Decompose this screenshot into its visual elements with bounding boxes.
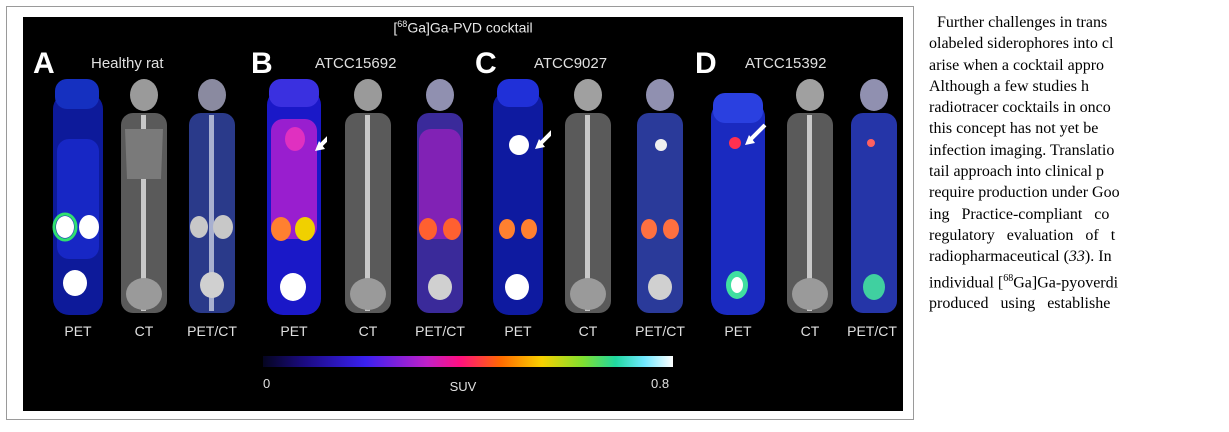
petct-scan-c (637, 79, 683, 313)
body-line-4: Although a few studies h (929, 77, 1089, 95)
pet-scan-a (52, 79, 103, 315)
panel-letter-d: D (695, 47, 717, 80)
suv-color-scale-bar (263, 356, 673, 367)
panel-letter-c: C (475, 47, 497, 80)
panel-letter-b: B (251, 47, 273, 80)
modality-label-a-ct: CT (134, 323, 154, 339)
modality-label-c-petct: PET/CT (635, 323, 685, 339)
body-line-9: require production under Goo (929, 184, 1120, 202)
panel-label-a: Healthy rat (91, 55, 164, 72)
body-line-13: individual [68Ga]Ga-pyoverdi (929, 272, 1119, 291)
body-line-5: radiotracer cocktails in onco (929, 99, 1111, 117)
modality-label-d-ct: CT (800, 323, 820, 339)
suv-scale-min: 0 (263, 376, 271, 391)
panel-label-c: ATCC9027 (534, 55, 608, 72)
modality-label-a-pet: PET (64, 323, 92, 339)
body-text-column: Further challenges in trans olabeled sid… (929, 12, 1229, 432)
petct-scan-a (189, 79, 235, 313)
suv-scale-max: 0.8 (651, 376, 670, 391)
pet-ct-image-panel: [68Ga]Ga-PVD cocktail A Healthy rat B AT… (23, 17, 903, 411)
body-line-11: regulatory evaluation of t (929, 226, 1116, 244)
ct-scan-a (121, 79, 167, 313)
modality-label-d-pet: PET (724, 323, 752, 339)
modality-label-b-ct: CT (358, 323, 378, 339)
body-line-1: Further challenges in trans (937, 14, 1108, 31)
pet-scan-c (493, 79, 551, 315)
modality-label-a-petct: PET/CT (187, 323, 237, 339)
body-line-10: ing Practice-compliant co (929, 205, 1110, 223)
ct-scan-d (787, 79, 833, 313)
panel-letter-a: A (33, 47, 55, 80)
ct-scan-c (565, 79, 611, 313)
panel-label-d: ATCC15392 (745, 55, 827, 72)
modality-label-b-petct: PET/CT (415, 323, 465, 339)
citation-number: 33 (1068, 248, 1085, 266)
suv-scale-label: SUV (449, 379, 477, 394)
figure-frame: [68Ga]Ga-PVD cocktail A Healthy rat B AT… (6, 6, 914, 420)
ct-scan-b (345, 79, 391, 313)
body-line-6: this concept has not yet be (929, 120, 1099, 138)
pet-scan-b (267, 79, 327, 315)
petct-scan-b (417, 79, 463, 313)
body-line-7: infection imaging. Translatio (929, 141, 1115, 159)
modality-label-c-ct: CT (578, 323, 598, 339)
body-line-12: radiopharmaceutical (33). In (929, 248, 1112, 266)
panel-label-b: ATCC15692 (315, 55, 397, 72)
modality-label-b-pet: PET (280, 323, 308, 339)
body-line-8: tail approach into clinical p (929, 163, 1105, 181)
body-line-3: arise when a cocktail appro (929, 56, 1105, 74)
body-line-2: olabeled siderophores into cl (929, 35, 1114, 53)
petct-scan-d (851, 79, 897, 313)
modality-label-c-pet: PET (504, 323, 532, 339)
pet-scan-d (711, 93, 767, 315)
modality-label-d-petct: PET/CT (847, 323, 897, 339)
body-line-14: produced using establishe (929, 295, 1111, 313)
figure-title: [68Ga]Ga-PVD cocktail (393, 19, 533, 36)
